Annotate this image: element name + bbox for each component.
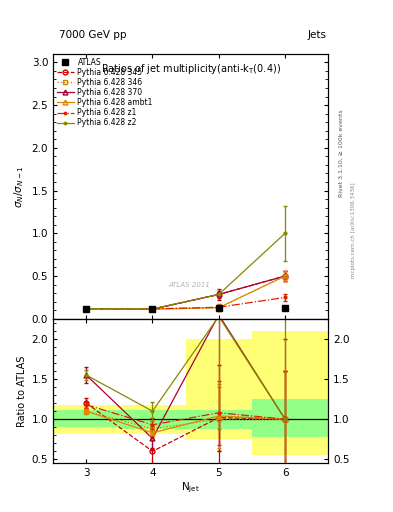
- Legend: ATLAS, Pythia 6.428 345, Pythia 6.428 346, Pythia 6.428 370, Pythia 6.428 ambt1,: ATLAS, Pythia 6.428 345, Pythia 6.428 34…: [55, 56, 154, 129]
- Text: Ratios of jet multiplicity(anti-k$_\mathrm{T}$(0.4)): Ratios of jet multiplicity(anti-k$_\math…: [101, 62, 281, 76]
- Y-axis label: Ratio to ATLAS: Ratio to ATLAS: [17, 355, 28, 427]
- Text: Rivet 3.1.10, ≥ 100k events: Rivet 3.1.10, ≥ 100k events: [339, 110, 344, 198]
- Text: ATLAS 2011: ATLAS 2011: [169, 282, 211, 288]
- Y-axis label: $\sigma_N/\sigma_{N-1}$: $\sigma_N/\sigma_{N-1}$: [12, 165, 26, 208]
- X-axis label: N$_\mathrm{jet}$: N$_\mathrm{jet}$: [181, 481, 200, 496]
- Text: mcplots.cern.ch [arXiv:1306.3436]: mcplots.cern.ch [arXiv:1306.3436]: [351, 183, 356, 278]
- Text: 7000 GeV pp: 7000 GeV pp: [59, 30, 127, 40]
- Text: Jets: Jets: [307, 30, 326, 40]
